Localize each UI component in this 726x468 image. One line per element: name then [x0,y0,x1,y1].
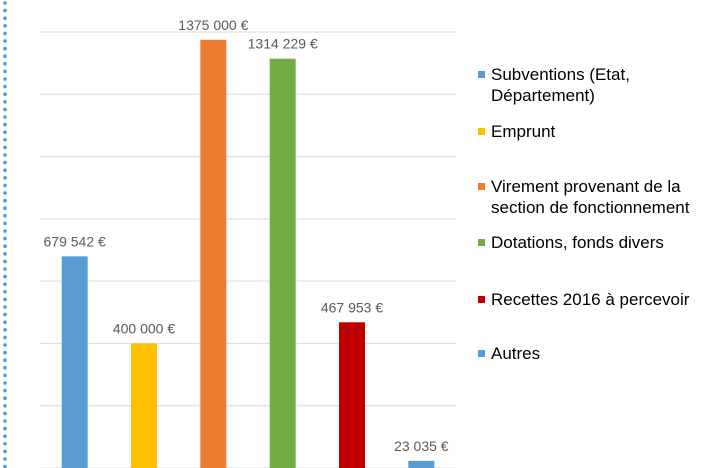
border-dot [3,77,7,81]
legend-swatch [478,128,485,135]
border-dot [3,320,7,325]
border-dot [3,153,7,157]
border-dot [3,358,7,363]
border-dot [3,282,7,287]
legend-label: Dotations, fonds divers [491,233,664,252]
border-dot [3,183,7,188]
border-dot [3,442,7,446]
border-dot [3,69,7,74]
border-dot [3,229,7,233]
border-dot [3,449,7,454]
legend-swatch [478,296,485,303]
border-dot [3,221,7,226]
border-dot [3,16,7,21]
bar [269,58,296,468]
border-dot [3,31,7,36]
data-label: 1314 229 € [248,36,318,52]
legend-item: Subventions (Etat, Département) [476,64,726,106]
border-dot [3,107,7,112]
border-dot [3,8,7,13]
border-dot [3,24,7,28]
border-dot [3,198,7,203]
border-dot [3,244,7,248]
legend-swatch [478,239,485,246]
border-dot [3,312,7,317]
legend-label: Subventions (Etat, Département) [491,65,630,105]
legend-swatch [478,350,485,357]
border-dot [3,115,7,119]
border-dot [3,138,7,142]
legend-item: Recettes 2016 à percevoir [476,289,726,310]
border-dot [3,252,7,256]
data-label: 23 035 € [394,438,449,454]
data-label: 679 542 € [44,233,106,249]
data-label: 400 000 € [113,320,175,336]
border-dot [3,214,7,218]
border-dot [3,206,7,210]
border-dot [3,130,7,134]
legend-item: Dotations, fonds divers [476,232,726,253]
legend-swatch [478,183,485,190]
border-dot [3,100,7,104]
legend-item: Virement provenant de la section de fonc… [476,176,726,218]
border-dot [3,411,7,416]
legend: Subventions (Etat, Département) Emprunt Vi… [476,0,726,468]
border-dot [3,62,7,66]
border-dot [3,191,7,195]
bar [131,343,157,468]
legend-item: Autres [476,343,726,364]
border-dot [3,328,7,332]
border-dot [3,366,7,370]
border-dot [3,1,7,5]
border-dot [3,54,7,58]
border-dot [3,343,7,347]
border-dot [3,350,7,355]
legend-label: Virement provenant de la section de fonc… [491,177,690,217]
border-dot [3,39,7,43]
border-dot [3,457,7,461]
plot: 679 542 € 400 000 € 1375 000 €1314 229 € 46… [44,17,449,468]
data-label: 467 953 € [321,299,383,315]
border-dot [3,404,7,408]
border-dot [3,434,7,439]
border-dot [3,305,7,309]
border-dot [3,168,7,172]
border-dot [3,373,7,378]
legend-swatch [478,71,485,78]
bar [200,39,227,468]
border-dot [3,335,7,340]
border-dot [3,46,7,51]
border-dot [3,419,7,423]
border-dot [3,267,7,271]
border-dot [3,396,7,401]
border-dot [3,274,7,279]
data-label: 1375 000 € [178,17,248,33]
border-dot [3,122,7,127]
border-dot [3,388,7,393]
border-dot [3,236,7,241]
legend-label: Emprunt [491,122,556,141]
legend-label: Autres [491,344,541,363]
legend-label: Recettes 2016 à percevoir [491,290,690,309]
border-dot [3,176,7,180]
border-dot [3,290,7,294]
border-dot [3,92,7,96]
bar [61,256,88,468]
bar [408,460,435,468]
border-dot [3,464,7,468]
border-dot [3,297,7,302]
border-dot [3,381,7,385]
legend-item: Emprunt [476,121,726,142]
border-dot [3,145,7,150]
bar [339,322,365,468]
border-dot [3,426,7,431]
border-dot [3,160,7,165]
border-dot [3,259,7,264]
border-dot [3,84,7,89]
